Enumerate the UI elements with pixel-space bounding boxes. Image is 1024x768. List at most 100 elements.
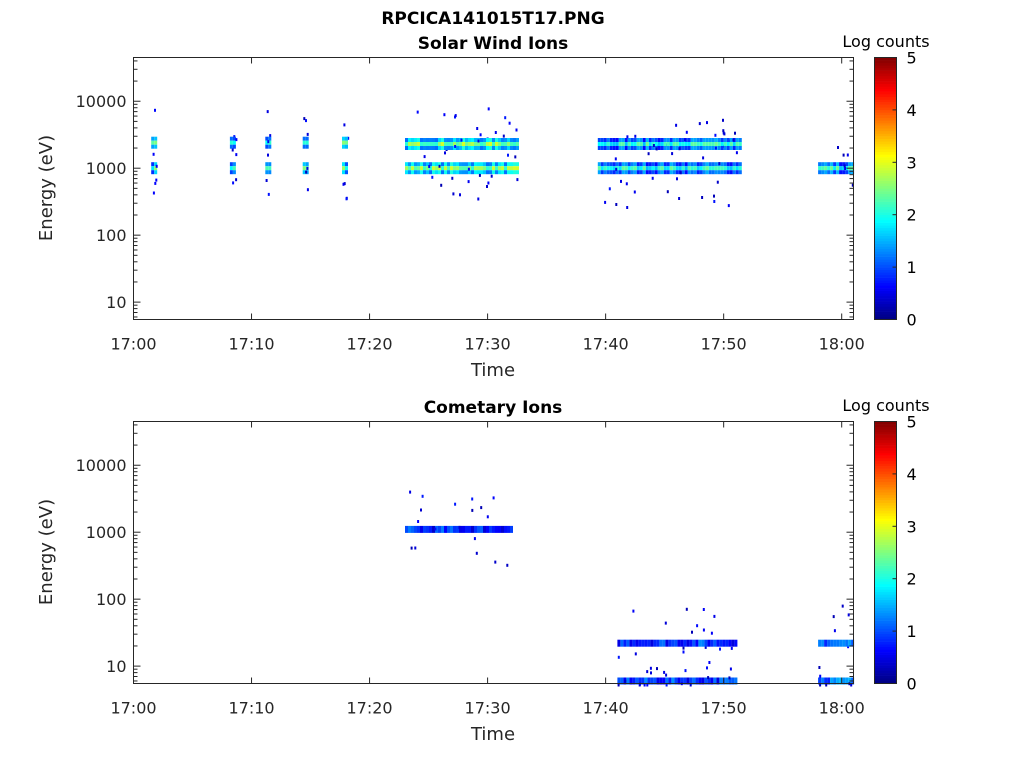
heat-cell (683, 677, 687, 685)
heat-cell (833, 166, 837, 171)
heat-cell (483, 138, 486, 142)
heat-cell (452, 192, 455, 196)
colorbar-frame (874, 57, 897, 320)
colorbar-segment (874, 107, 897, 111)
heat-cell (268, 144, 272, 149)
heat-cell (229, 136, 233, 141)
heat-cell (612, 170, 616, 175)
heat-cell (682, 646, 685, 650)
heat-cell (492, 170, 495, 175)
colorbar-segment (874, 301, 897, 305)
heat-cell (837, 146, 839, 149)
colorbar-segment (874, 562, 897, 566)
heat-cell (821, 639, 825, 647)
heat-cell (696, 170, 700, 175)
heat-cell (722, 639, 726, 647)
heat-cell (693, 170, 697, 175)
colorbar-segment (874, 67, 897, 71)
heat-cell (687, 162, 691, 167)
heat-cell (636, 162, 640, 167)
heat-cell (702, 138, 706, 142)
heat-cell (471, 162, 474, 167)
heat-cell (723, 166, 727, 171)
colorbar-segment (874, 670, 897, 674)
heat-cell (836, 639, 840, 647)
y-tick-label: 1000 (86, 523, 127, 542)
heat-cell (650, 671, 652, 675)
colorbar-gradient-cometary: 0 1 2 3 4 5 (874, 413, 917, 694)
colorbar-segment (874, 143, 897, 147)
heat-cell (597, 142, 601, 146)
colorbar-segment (874, 102, 897, 105)
heat-cell (851, 162, 855, 167)
heat-cell (714, 142, 718, 146)
colorbar-segment (874, 204, 897, 208)
colorbar-segment (874, 494, 897, 498)
heat-cell (405, 525, 408, 533)
heat-cell (638, 639, 642, 647)
heat-cell (732, 146, 736, 150)
heat-cell (651, 162, 655, 167)
heat-cell (677, 639, 681, 647)
spectrogram-solar-wind (151, 107, 855, 209)
heat-cell (434, 527, 437, 531)
heat-cell (702, 142, 706, 146)
heat-cell (450, 166, 453, 171)
colorbar-segment (874, 502, 897, 506)
heat-cell (651, 166, 655, 171)
heat-cell (705, 138, 709, 142)
heat-cell (408, 166, 411, 171)
colorbar-segment (874, 455, 897, 459)
heat-cell (690, 146, 694, 150)
heat-cell (152, 152, 155, 156)
heat-cell (825, 683, 828, 687)
heat-cell (480, 162, 483, 167)
heat-cell (660, 146, 664, 150)
heat-cell (624, 162, 628, 167)
heat-cell (648, 146, 652, 150)
heat-cell (597, 162, 601, 167)
heat-cell (848, 639, 852, 647)
heat-cell (632, 639, 636, 647)
heat-cell (843, 164, 846, 168)
heat-cell (414, 546, 417, 550)
colorbar-segment (874, 86, 897, 90)
heat-cell (735, 162, 739, 167)
heat-cell (438, 170, 441, 175)
heat-cell (830, 170, 834, 175)
colorbar-segment (874, 209, 897, 213)
heat-cell (507, 166, 510, 171)
heat-cell (679, 171, 682, 175)
y-tick-label: 10 (106, 293, 126, 312)
x-tick-label: 17:00 (110, 699, 156, 718)
colorbar-segment (874, 631, 897, 635)
heat-cell (663, 142, 667, 146)
colorbar-segment (874, 217, 897, 221)
heat-cell (729, 170, 733, 175)
heat-cell (663, 166, 667, 171)
heat-cell (268, 170, 272, 175)
heat-cell (154, 181, 157, 185)
colorbar-segment (874, 623, 897, 627)
heat-cell (343, 123, 346, 127)
heat-cell (848, 170, 852, 175)
heat-cell (702, 608, 705, 611)
heat-cell (453, 162, 456, 167)
heat-cell (453, 525, 456, 533)
colorbar-segment (874, 91, 897, 95)
heat-cell (728, 639, 732, 647)
heat-cell (735, 166, 739, 171)
heat-cell (699, 170, 703, 175)
heat-cell (479, 133, 482, 137)
heat-cell (444, 151, 446, 155)
colorbar-segment (874, 185, 897, 189)
heat-cell (618, 162, 622, 167)
heat-cell (414, 138, 417, 142)
heat-cell (492, 138, 495, 142)
heat-cell (645, 142, 649, 146)
colorbar-segment (874, 293, 897, 297)
heat-cell (468, 142, 471, 146)
heat-cell (302, 166, 306, 171)
heat-cell (414, 142, 417, 146)
heat-cell (474, 138, 477, 142)
